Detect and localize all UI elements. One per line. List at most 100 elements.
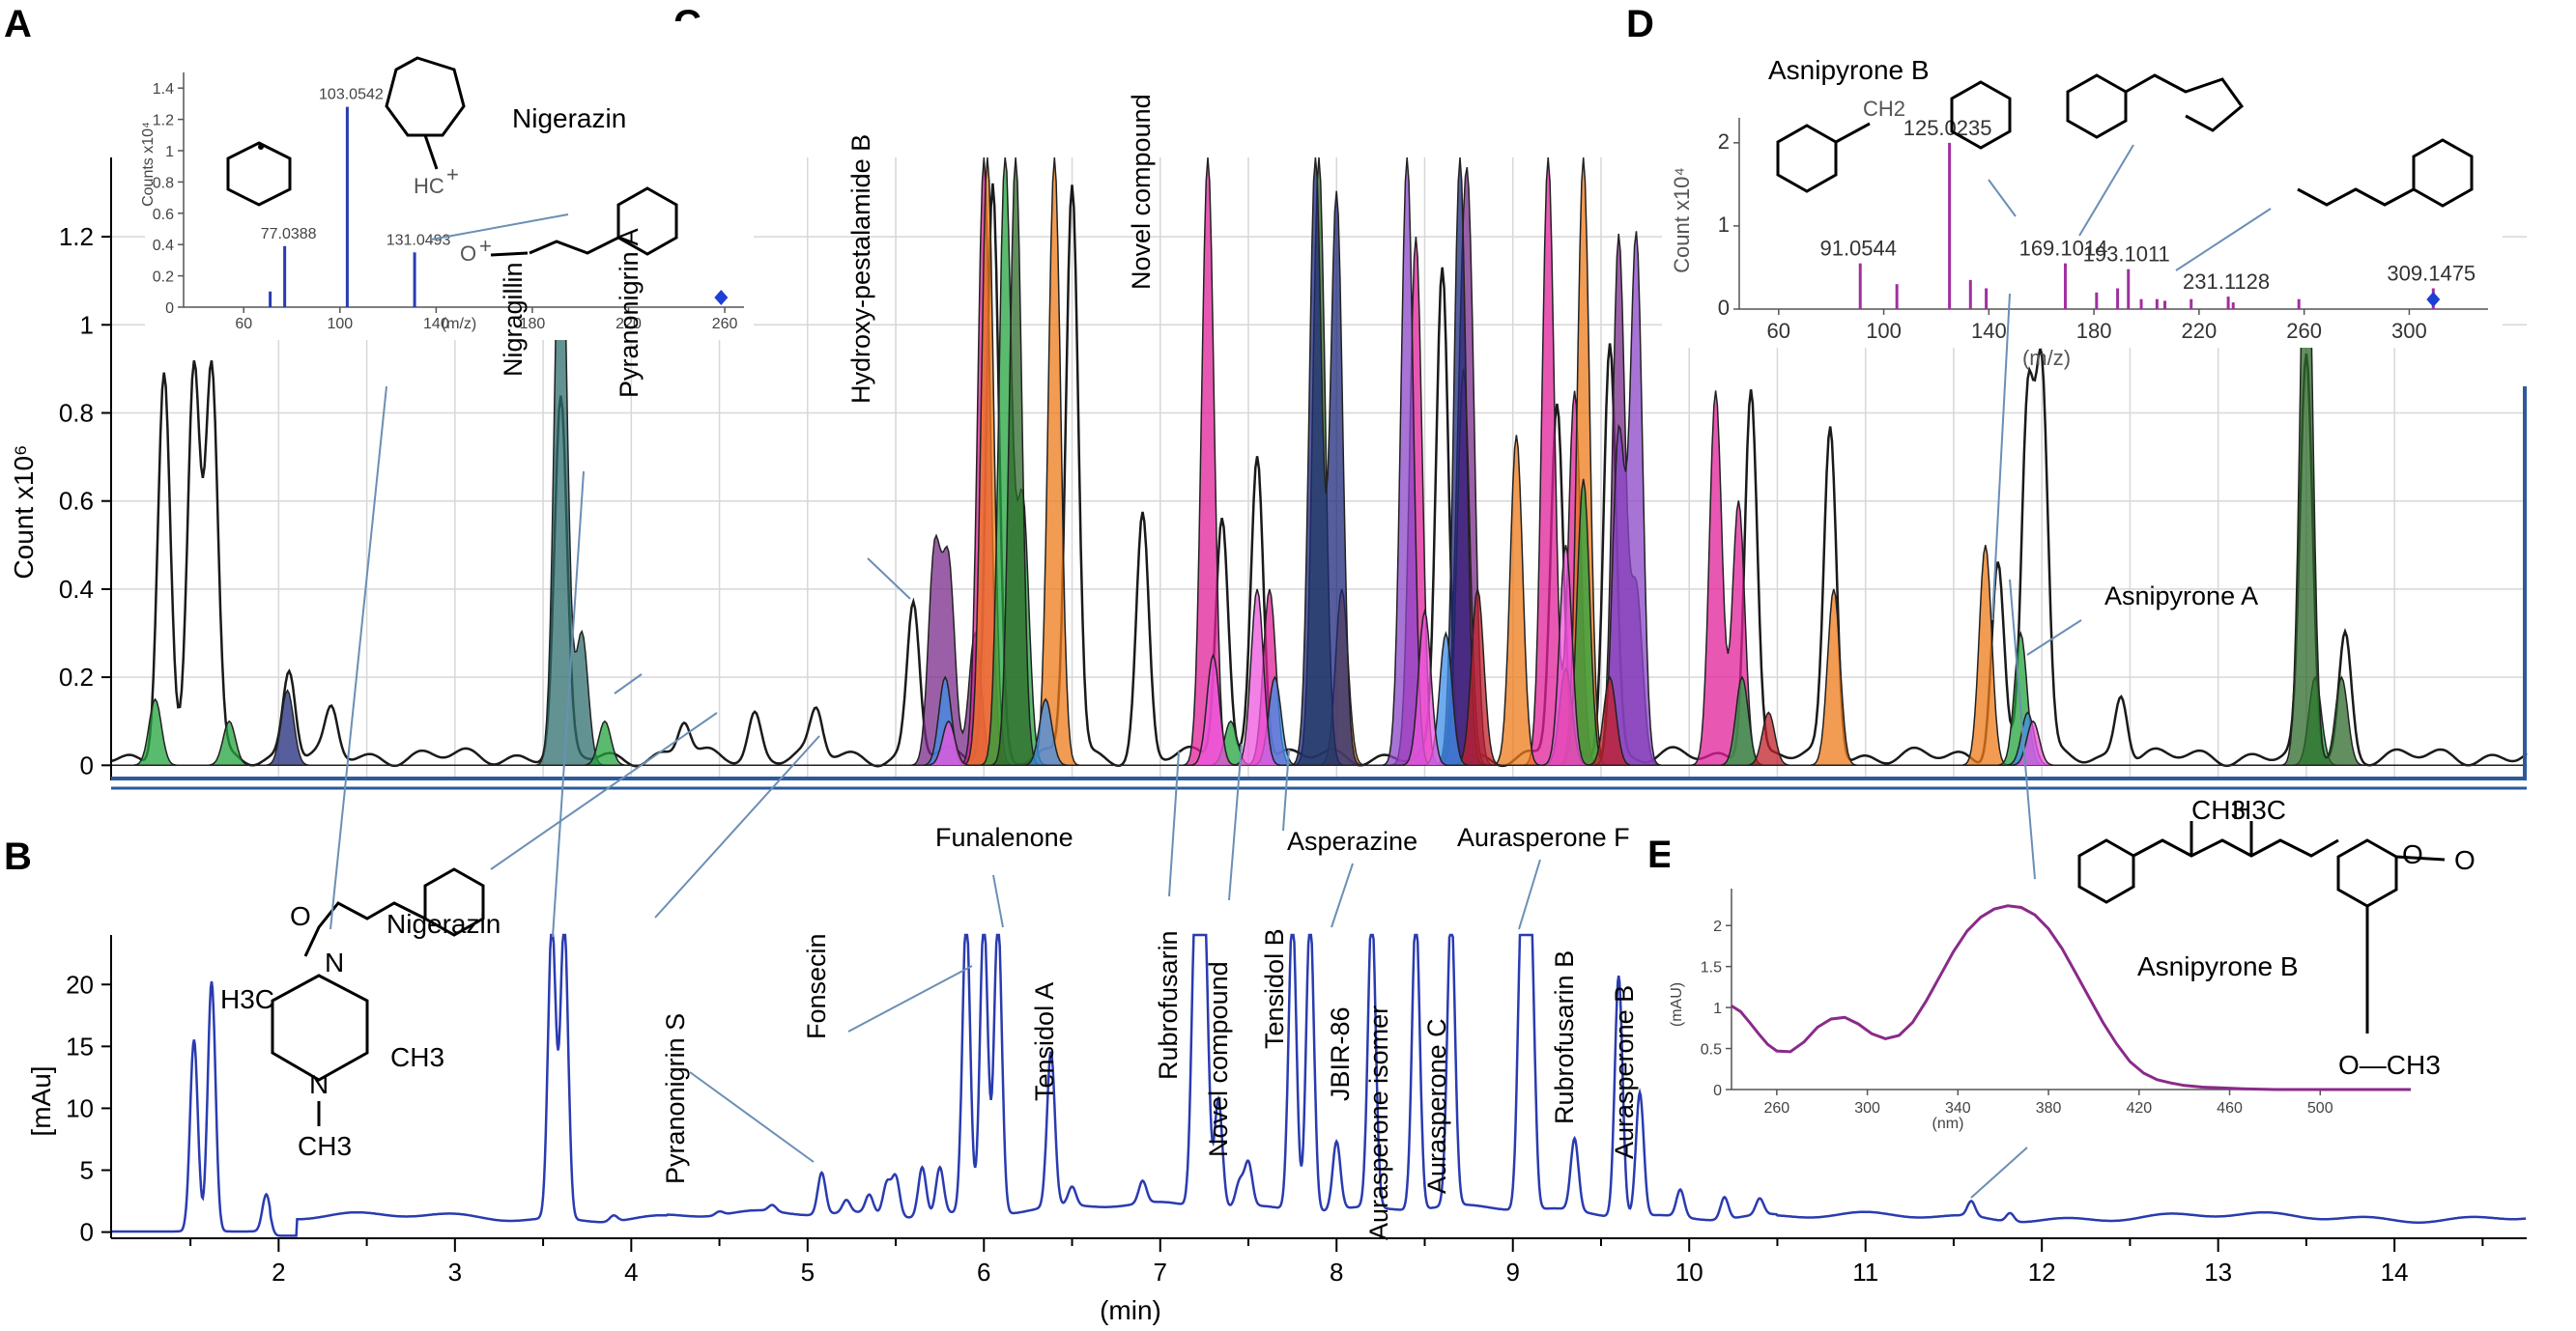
ms-nigerazin-background xyxy=(145,21,754,340)
uv-x-tick-label: 3 xyxy=(448,1258,462,1287)
uv-x-tick-label: 8 xyxy=(1330,1258,1343,1287)
uv-e-x-tick-label: 380 xyxy=(2036,1100,2062,1117)
uv-x-tick-label: 13 xyxy=(2204,1258,2232,1287)
nigerazin-ch3-bottom: CH3 xyxy=(298,1131,352,1161)
ms-d-peak-label: 125.0235 xyxy=(1903,116,1992,140)
uv-x-label: (min) xyxy=(1100,1295,1161,1325)
uv-asnipyrone-y-label: (mAU) xyxy=(1669,982,1685,1027)
nigerazin-n-upper: N xyxy=(325,948,344,977)
ms-nigerazin-spectrum: 0 0.2 0.4 0.6 0.8 1 1.2 1.4 60 100 140 180 220 260 77.… xyxy=(153,72,744,332)
leader-asnipyrone-a xyxy=(2026,619,2082,656)
ms-a-y-tick-label: 0.4 xyxy=(153,238,174,254)
uv-x-tick-label: 4 xyxy=(624,1258,638,1287)
uv-y-tick-label: 5 xyxy=(80,1156,94,1185)
uv-e-y-tick-label: 2 xyxy=(1713,919,1722,935)
ms-a-y-tick-label: 1 xyxy=(165,144,174,160)
leader-funalenone xyxy=(992,874,1004,928)
eic-y-tick-label: 0.4 xyxy=(59,575,94,604)
eic-traces xyxy=(110,156,2528,768)
uv-asnipyrone-background xyxy=(1670,821,2534,1111)
ms-a-x-tick-label: 100 xyxy=(327,316,353,332)
ms-d-peak-label: 309.1475 xyxy=(2387,261,2476,285)
pyrrole-fragment xyxy=(2125,73,2245,132)
cinnamoyl-chain xyxy=(529,236,619,255)
ms-nigerazin-title: Nigerazin xyxy=(512,103,626,133)
label-jbir-86: JBIR-86 xyxy=(1326,1006,1355,1101)
ms-d-x-tick-label: 180 xyxy=(2076,319,2112,343)
ms-asnipyrone-title: Asnipyrone B xyxy=(1768,55,1930,85)
ms-d-x-tick-label: 220 xyxy=(2182,319,2218,343)
leader-nigerazin-eic xyxy=(490,712,718,870)
leader-fonsecin xyxy=(847,965,973,1033)
eic-y-tick-label: 0 xyxy=(80,750,94,779)
ms-asnipyrone-background xyxy=(1662,24,2503,348)
ms-a-x-tick-label: 140 xyxy=(423,316,449,332)
uv-y-label: [mAu] xyxy=(26,1065,56,1136)
uv-y-tick-label: 15 xyxy=(66,1032,94,1061)
nigerazin-benzene-ring xyxy=(423,867,485,937)
label-aurasperone-c: Aurasperone C xyxy=(1422,1018,1451,1194)
label-aurasperone-f: Aurasperone F xyxy=(1457,823,1630,852)
leader-231 xyxy=(2175,208,2272,271)
benzyl-bond xyxy=(1835,122,1871,144)
uv-e-y-tick-label: 0.5 xyxy=(1701,1042,1722,1059)
label-aurasperone-b: Aurasperone B xyxy=(1610,985,1639,1159)
ms-d-x-tick-label: 100 xyxy=(1866,319,1902,343)
asnipyrone-b-carbonyl xyxy=(2395,855,2446,862)
uv-line xyxy=(111,933,2527,1237)
uv-x-tick-label: 9 xyxy=(1505,1258,1519,1287)
eic-peak-labels: Nigragillin Pyranonigrin A Hydroxy-pesta… xyxy=(499,94,2258,610)
leader-pyranonigrin-a xyxy=(654,735,820,919)
nigerazin-chain xyxy=(303,901,426,957)
uv-e-line xyxy=(1731,904,2411,1091)
uv-asnipyrone-title: Asnipyrone B xyxy=(2137,951,2299,981)
asnipyrone-b-carbonyl-o: O xyxy=(2454,845,2476,875)
ms-d-y-tick-label: 1 xyxy=(1718,212,1730,237)
ms-d-peak-label: 193.1011 xyxy=(2083,242,2170,267)
leader-aurasperone-f xyxy=(1518,859,1541,930)
uv-e-x-tick-label: 300 xyxy=(1854,1100,1880,1117)
nigerazin-n-lower: N xyxy=(309,1069,329,1099)
acylium-bond xyxy=(490,251,529,257)
leader-asnipyrone-b-ms xyxy=(1991,293,2011,621)
uv-x-ticks: 2 3 4 5 6 7 8 9 10 11 12 13 14 xyxy=(189,1238,2484,1287)
label-asnipyrone-a: Asnipyrone A xyxy=(2104,581,2258,610)
uv-y-tick-label: 10 xyxy=(66,1093,94,1122)
nigerazin-structure: O N N H3C CH3 CH3 Nigerazin xyxy=(220,867,501,1161)
ms-nigerazin-x-label: (m/z) xyxy=(442,316,476,332)
o-plus-sign: + xyxy=(479,234,492,258)
eic-series-fill-7 xyxy=(111,157,2527,766)
ms-d-x-tick-label: 60 xyxy=(1767,319,1790,343)
ms-a-precursor-marker xyxy=(714,290,729,305)
pyrone-fragment-ring xyxy=(1950,80,2012,150)
uv-peak-labels: Funalenone Asperazine Aurasperone F Pyra… xyxy=(661,823,1639,1240)
asnipyrone-b-ch3: CH3 xyxy=(2191,795,2246,825)
label-novel-compound-b: Novel compound xyxy=(1204,961,1233,1157)
leader-hydroxy-pestalamide xyxy=(867,557,911,600)
ms-asnipyrone-x-label: (m/z) xyxy=(2022,346,2071,370)
radical-dot xyxy=(258,144,264,150)
uv-x-tick-label: 6 xyxy=(977,1258,990,1287)
ms-nigerazin-inset: 0 0.2 0.4 0.6 0.8 1 1.2 1.4 60 100 140 180 220 260 77.… xyxy=(140,21,754,340)
ms-a-y-tick-label: 1.4 xyxy=(153,81,174,98)
hc-plus-sign: + xyxy=(446,162,459,186)
eic-series-line-11 xyxy=(111,545,2527,767)
eic-y-tick-label: 1 xyxy=(80,310,94,339)
ms-a-x-tick-label: 260 xyxy=(712,316,738,332)
leader-tensidol-b xyxy=(1282,749,1290,832)
label-nigragillin: Nigragillin xyxy=(499,262,528,377)
pyrone-ring-2 xyxy=(2412,138,2474,208)
asnipyrone-b-methoxy: O—CH3 xyxy=(2338,1050,2441,1080)
ms-a-y-tick-label: 0.2 xyxy=(153,269,174,286)
ms-nigerazin-y-label: Counts x10⁴ xyxy=(140,122,157,207)
eic-y-ticks: 0 0.2 0.4 0.6 0.8 1 1.2 xyxy=(59,222,111,779)
panel-letter-e: E xyxy=(1647,834,1674,876)
hc-plus-label: HC xyxy=(414,174,444,198)
nigerazin-h3c: H3C xyxy=(220,984,274,1014)
label-tensidol-b: Tensidol B xyxy=(1260,928,1289,1049)
label-rubrofusarin-b: Rubrofusarin B xyxy=(1550,950,1579,1124)
uv-asnipyrone-x-label: (nm) xyxy=(1932,1116,1964,1132)
